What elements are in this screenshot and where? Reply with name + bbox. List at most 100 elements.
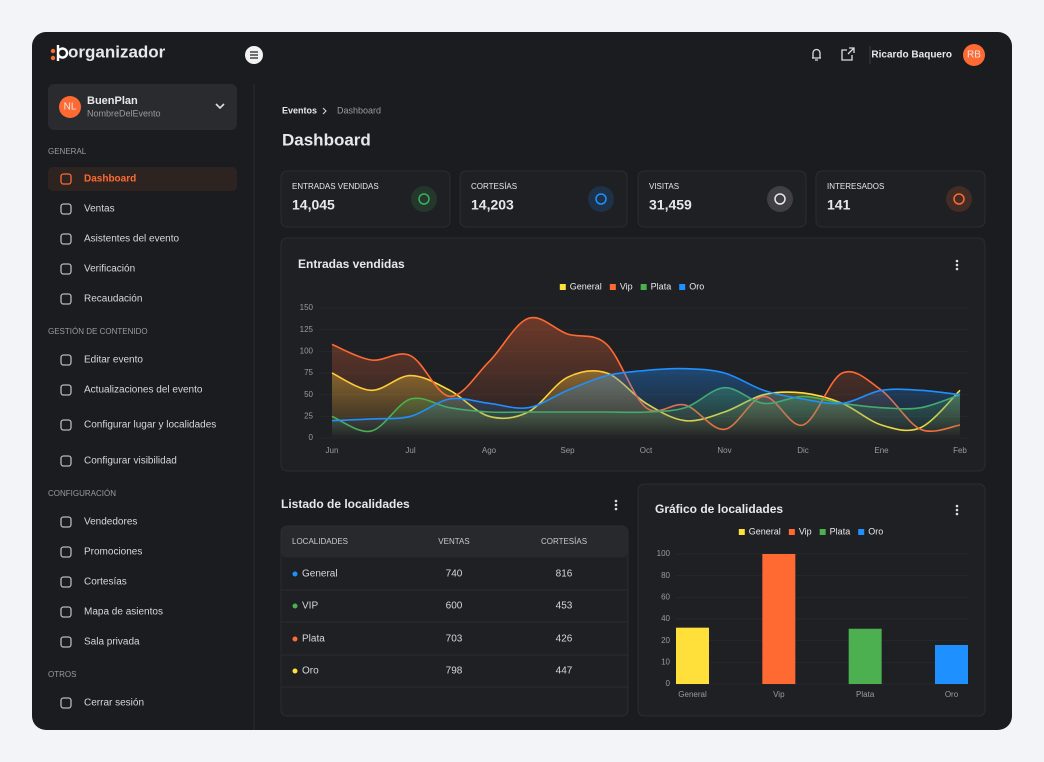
nav-item[interactable]: Asistentes del evento <box>60 233 179 245</box>
stat-value: 31,459 <box>649 197 692 213</box>
stat-icon-bg <box>588 186 614 212</box>
stat-icon <box>953 193 965 205</box>
event-subtitle: NombreDelEvento <box>87 108 161 118</box>
stat-card: CORTESÍAS 14,203 <box>459 170 628 228</box>
y-tick-label: 20 <box>661 636 670 645</box>
menu-toggle[interactable] <box>245 46 263 64</box>
open-external[interactable] <box>841 47 855 61</box>
notifications[interactable] <box>812 48 821 61</box>
stat-label: CORTESÍAS <box>471 182 517 191</box>
nav-item[interactable]: Recaudación <box>60 293 142 305</box>
table-row: Plata 703 426 <box>281 634 628 656</box>
nav-item[interactable]: Sala privada <box>60 636 140 648</box>
nav-active-bg <box>48 167 237 191</box>
series-area <box>332 368 960 438</box>
stat-icon-bg <box>946 186 972 212</box>
nav-item[interactable]: Mapa de asientos <box>60 606 163 618</box>
x-tick-label: Vip <box>773 690 785 699</box>
x-tick-label: Oro <box>945 690 959 699</box>
chart-title: Gráfico de localidades <box>655 502 783 516</box>
x-tick-label: Plata <box>856 690 875 699</box>
nav-item[interactable]: Cortesías <box>60 576 127 588</box>
nav-item[interactable]: Configurar visibilidad <box>60 455 177 467</box>
y-tick-label: 150 <box>300 303 314 312</box>
nav-item[interactable]: Configurar lugar y localidades <box>60 419 216 431</box>
x-tick-label: Nov <box>717 446 731 455</box>
nav-item[interactable]: Ventas <box>60 203 115 215</box>
nav-label: Configurar visibilidad <box>84 456 177 467</box>
stat-card-bg <box>280 170 451 228</box>
logo-dot <box>50 48 56 54</box>
cell: 798 <box>446 666 463 677</box>
stat-card-bg <box>815 170 986 228</box>
cell: 426 <box>556 634 573 645</box>
dot <box>955 508 959 512</box>
dot <box>955 263 959 267</box>
row-dot <box>292 636 298 642</box>
breadcrumb-item[interactable]: Eventos <box>282 105 317 115</box>
y-tick-label: 80 <box>661 571 670 580</box>
y-tick-label: 60 <box>661 592 670 601</box>
stat-label: ENTRADAS VENDIDAS <box>292 182 379 191</box>
bar <box>762 554 796 684</box>
chart-title: Entradas vendidas <box>298 257 405 271</box>
nav-item[interactable]: Editar evento <box>60 354 143 366</box>
stat-label: VISITAS <box>649 182 679 191</box>
nav-label: Sala privada <box>84 637 140 648</box>
breadcrumb-sep <box>322 107 327 115</box>
legend-swatch <box>858 529 865 535</box>
nav-icon <box>60 203 72 215</box>
brand: organizador <box>68 42 166 61</box>
nav-label: Mapa de asientos <box>84 607 163 618</box>
legend-label: Plata <box>830 526 851 536</box>
table-card <box>280 525 629 717</box>
dot <box>955 512 959 516</box>
nav-icon <box>60 455 72 467</box>
x-tick-label: General <box>678 690 707 699</box>
table-title: Listado de localidades <box>281 497 410 511</box>
nav-item[interactable]: Verificación <box>60 263 135 275</box>
more-menu[interactable] <box>955 259 959 271</box>
stat-icon <box>595 193 607 205</box>
legend-swatch <box>640 284 647 290</box>
nav-item[interactable]: Promociones <box>60 546 142 558</box>
cell: General <box>302 569 338 580</box>
legend-label: Oro <box>868 526 883 536</box>
dot <box>955 259 959 263</box>
y-tick-label: 40 <box>661 614 670 623</box>
legend-label: General <box>749 526 781 536</box>
dot <box>614 507 618 511</box>
nav-icon <box>60 293 72 305</box>
table-row: VIP 600 453 <box>281 601 628 623</box>
more-menu[interactable] <box>614 499 618 511</box>
nav-heading: CONFIGURACIÓN <box>48 489 116 498</box>
stat-card-bg <box>637 170 807 228</box>
event-selector[interactable] <box>48 84 237 130</box>
nav-item[interactable]: Cerrar sesión <box>60 697 144 709</box>
nav-item[interactable]: Vendedores <box>60 516 137 528</box>
nav-icon <box>60 419 72 431</box>
x-tick-label: Ago <box>482 446 497 455</box>
nav-item[interactable]: Actualizaciones del evento <box>60 384 203 396</box>
nav-label: Dashboard <box>84 174 136 185</box>
stat-icon-bg <box>411 186 437 212</box>
user-avatar[interactable] <box>963 44 985 66</box>
y-tick-label: 100 <box>657 549 671 558</box>
dot <box>955 267 959 271</box>
user-initials: RB <box>967 50 981 61</box>
event-initials: NL <box>64 102 77 113</box>
nav-item[interactable]: Dashboard <box>48 167 237 191</box>
x-tick-label: Jun <box>326 446 339 455</box>
nav-icon <box>60 173 72 185</box>
more-menu[interactable] <box>955 504 959 516</box>
nav-label: Actualizaciones del evento <box>84 385 203 396</box>
nav-label: Configurar lugar y localidades <box>84 420 216 431</box>
legend-swatch <box>819 529 826 535</box>
cell: 600 <box>446 601 463 612</box>
cell: Oro <box>302 666 319 677</box>
nav-heading: OTROS <box>48 670 76 679</box>
stat-value: 141 <box>827 197 851 213</box>
legend-label: Plata <box>651 281 672 291</box>
nav-label: Editar evento <box>84 355 143 366</box>
